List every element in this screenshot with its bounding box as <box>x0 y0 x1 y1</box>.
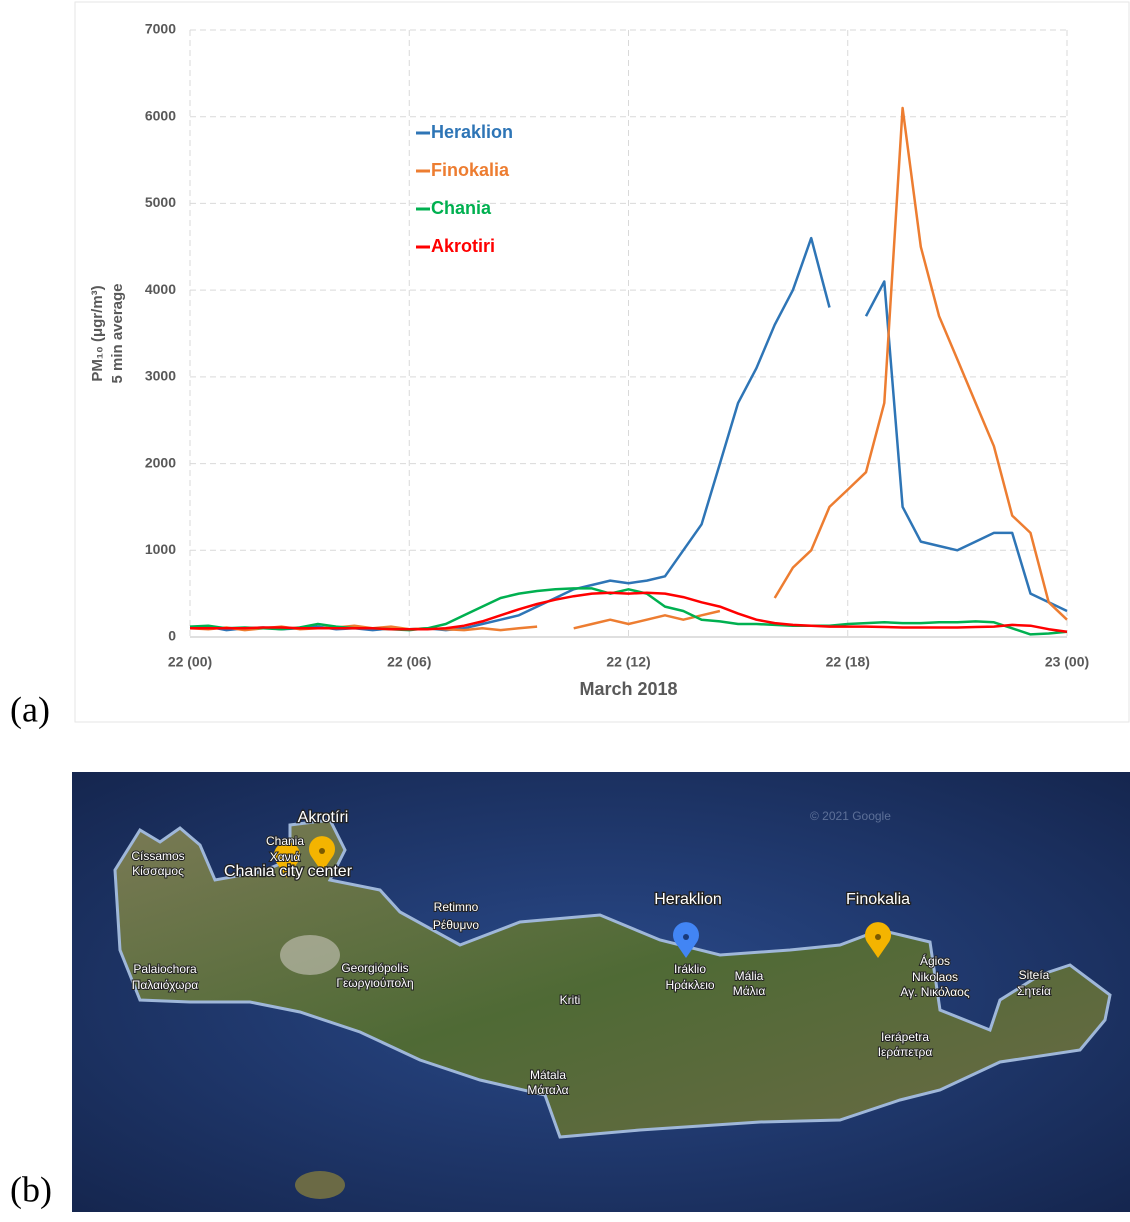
pin <box>274 842 300 878</box>
x-tick-label: 22 (12) <box>606 654 650 670</box>
pin <box>673 922 699 958</box>
map-label: Akrotíri <box>298 809 349 826</box>
x-tick-label: 22 (18) <box>826 654 870 670</box>
map-label: Παλαιόχωρα <box>132 978 199 992</box>
x-axis-label: March 2018 <box>579 679 677 699</box>
x-tick-label: 22 (00) <box>168 654 212 670</box>
map-label: Heraklion <box>654 891 722 908</box>
map-label: Retimno <box>434 900 479 914</box>
map-label: Císsamos <box>131 849 184 863</box>
x-tick-label: 22 (06) <box>387 654 431 670</box>
y-tick-label: 1000 <box>145 541 176 557</box>
map-label: Χανιά <box>270 850 301 864</box>
y-tick-label: 2000 <box>145 454 176 470</box>
x-tick-label: 23 (00) <box>1045 654 1089 670</box>
map: © 2021 Google Akrotíri Chania Χανιά Chan… <box>72 772 1130 1212</box>
chart-frame <box>74 1 1130 723</box>
map-label: Αγ. Νικόλαος <box>900 985 970 999</box>
map-label: Kriti <box>560 993 581 1007</box>
y-axis-label: 5 min average <box>109 283 126 383</box>
map-label: Ierápetra <box>881 1030 929 1044</box>
y-tick-label: 4000 <box>145 281 176 297</box>
legend-label: Heraklion <box>431 122 513 142</box>
map-label: Finokalia <box>846 891 910 908</box>
panel-label: (b) <box>10 1169 52 1209</box>
map-label: Georgiópolis <box>341 961 408 975</box>
y-tick-label: 6000 <box>145 107 176 123</box>
panel-label: (a) <box>10 689 50 729</box>
map-label: Chania <box>266 834 304 848</box>
pin <box>309 836 335 872</box>
map-label: Μάλια <box>733 984 766 998</box>
map-label: Chania city center <box>224 863 353 880</box>
map-label: Μάταλα <box>527 1083 568 1097</box>
map-label: Mália <box>735 969 764 983</box>
map-label: Nikolaos <box>912 970 958 984</box>
map-label: Iráklio <box>674 962 706 976</box>
map-label: Siteía <box>1019 968 1050 982</box>
map-label: Ágios <box>920 953 950 968</box>
map-label: Mátala <box>530 1068 566 1082</box>
mountains <box>280 935 340 975</box>
map-label: Κίσσαμος <box>132 864 184 878</box>
legend-label: Akrotiri <box>431 236 495 256</box>
legend-label: Finokalia <box>431 160 510 180</box>
y-tick-label: 3000 <box>145 368 176 384</box>
legend-label: Chania <box>431 198 492 218</box>
island <box>113 818 1112 1139</box>
series-line <box>190 591 1068 634</box>
y-tick-label: 0 <box>168 628 176 644</box>
map-label: Σητεία <box>1017 984 1051 998</box>
map-label: Γεωργιούπολη <box>336 976 413 990</box>
map-label: Ηράκλειο <box>665 978 714 992</box>
map-label: Palaiochora <box>133 962 197 976</box>
map-label: Ρέθυμνο <box>433 918 480 932</box>
series-line <box>189 587 1068 636</box>
islet <box>295 1171 345 1199</box>
pin <box>865 922 891 958</box>
y-tick-label: 7000 <box>145 21 176 37</box>
y-tick-label: 5000 <box>145 194 176 210</box>
attribution: © 2021 Google <box>810 809 891 823</box>
y-axis-label: PM₁₀ (μgr/m³) <box>89 285 106 381</box>
map-label: Ιεράπετρα <box>878 1045 933 1059</box>
chart: 0 1000 2000 3000 4000 5000 6000 7000 22 (00) 22 (… <box>89 21 1089 699</box>
